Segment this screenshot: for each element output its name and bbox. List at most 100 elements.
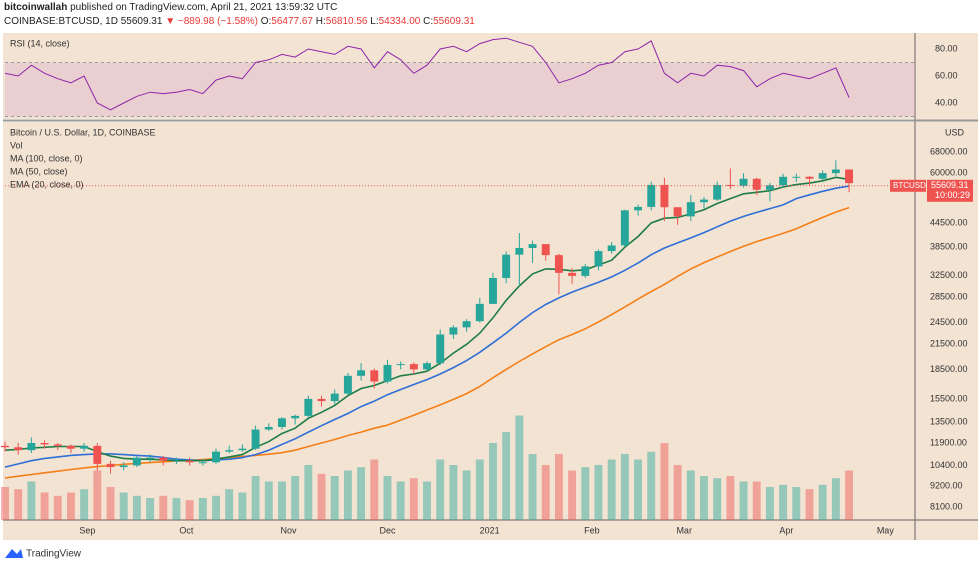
volume-bar: [515, 415, 524, 520]
volume-bar: [238, 492, 247, 520]
symbol-box: [890, 179, 926, 192]
symbol-label: BTCUSD: [893, 181, 926, 190]
rsi-tick-label: 40.00: [935, 97, 958, 107]
candle-body: [594, 251, 603, 267]
x-tick-label: Apr: [779, 525, 793, 535]
candle-body: [541, 244, 550, 256]
x-tick-label: Oct: [179, 525, 194, 535]
volume-bar: [264, 481, 273, 520]
x-tick-label: Sep: [79, 525, 95, 535]
candle-body: [581, 266, 590, 276]
candle-body: [502, 254, 511, 278]
candle-body: [383, 364, 392, 382]
last-price-label: 55609.31: [931, 180, 969, 190]
candle-body: [845, 169, 854, 184]
candle-body: [686, 202, 695, 217]
x-tick-label: Nov: [281, 525, 298, 535]
candle-body: [634, 206, 642, 211]
candle-body: [765, 185, 774, 190]
volume-bar: [304, 465, 313, 520]
candle-body: [343, 375, 352, 394]
volume-bar: [554, 454, 563, 520]
candle-body: [489, 277, 497, 304]
rsi-band: [5, 62, 915, 117]
volume-bar: [686, 470, 695, 520]
volume-bar: [80, 489, 89, 520]
candle-body: [146, 457, 155, 459]
published: published on TradingView.com, April 21, …: [70, 2, 338, 13]
candle-body: [436, 334, 445, 364]
rsi-title: RSI (14, close): [10, 38, 70, 48]
volume-bar: [700, 476, 708, 520]
candle-body: [449, 327, 458, 335]
rsi-tick-label: 80.00: [935, 43, 958, 53]
volume-bar: [278, 481, 286, 520]
candle-body: [278, 418, 286, 427]
volume-bar: [660, 443, 669, 520]
candle-body: [172, 460, 181, 462]
volume-bar: [568, 470, 577, 520]
volume-bar: [1, 487, 9, 520]
volume-bar: [449, 465, 458, 520]
volume-bar: [752, 481, 761, 520]
candle-body: [660, 184, 669, 208]
change: ▼ −889.98 (−1.58%): [165, 16, 258, 27]
volume-bar: [528, 454, 537, 520]
y-tick-label: 9200.00: [930, 480, 963, 490]
legend-entry: MA (50, close): [10, 166, 68, 176]
volume-bar: [66, 492, 75, 520]
volume-bar: [634, 459, 642, 520]
candle-body: [198, 462, 207, 464]
header-line: bitcoinwallah published on TradingView.c…: [4, 2, 337, 13]
candle-body: [330, 393, 339, 402]
candle-body: [462, 321, 471, 328]
y-tick-label: 38500.00: [930, 242, 968, 252]
time-axis: [3, 520, 978, 540]
candle-body: [251, 429, 260, 449]
candle-body: [515, 248, 524, 255]
legend-entry: EMA (20, close, 0): [10, 179, 84, 189]
y-tick-label: 13500.00: [930, 416, 968, 426]
volume-bar: [357, 467, 366, 520]
o-label: O:: [260, 16, 272, 27]
volume-bar: [502, 432, 511, 520]
candle-body: [528, 244, 537, 249]
l-value: 54334.00: [378, 16, 421, 27]
volume-bar: [831, 478, 840, 520]
volume-bar: [489, 443, 497, 520]
volume-bar: [620, 454, 629, 520]
h-label: H:: [315, 16, 326, 27]
chart-title: Bitcoin / U.S. Dollar, 1D, COINBASE: [10, 127, 156, 137]
candle-body: [752, 178, 761, 190]
candle-body: [1, 445, 9, 448]
volume-bar: [713, 478, 722, 520]
candle-body: [291, 415, 300, 419]
volume-bar: [779, 484, 788, 520]
volume-bar: [317, 473, 326, 520]
volume-bar: [805, 489, 814, 520]
y-tick-label: 11900.00: [930, 437, 967, 447]
c-label: C:: [423, 16, 434, 27]
ma-line: [4, 206, 850, 479]
y-tick-label: 10400.00: [930, 460, 968, 470]
candle-body: [739, 178, 748, 186]
price-pane: [3, 122, 915, 520]
volume-bar: [330, 476, 339, 520]
volume-bar: [212, 495, 220, 520]
candle-body: [357, 370, 366, 376]
volume-bar: [673, 465, 682, 520]
candle-body: [119, 465, 128, 468]
volume-bar: [647, 451, 656, 520]
y-tick-label: 44500.00: [930, 217, 968, 227]
volume-bar: [132, 495, 141, 520]
candle-body: [607, 245, 616, 252]
price-axis: [915, 33, 978, 520]
candle-body: [317, 398, 326, 402]
volume-bar: [93, 470, 102, 520]
brand: TradingView: [26, 549, 82, 560]
volume-bar: [291, 476, 300, 520]
candle-body: [132, 457, 141, 466]
h-value: 56810.56: [325, 16, 368, 27]
candle-body: [818, 173, 827, 179]
candle-body: [831, 169, 840, 174]
